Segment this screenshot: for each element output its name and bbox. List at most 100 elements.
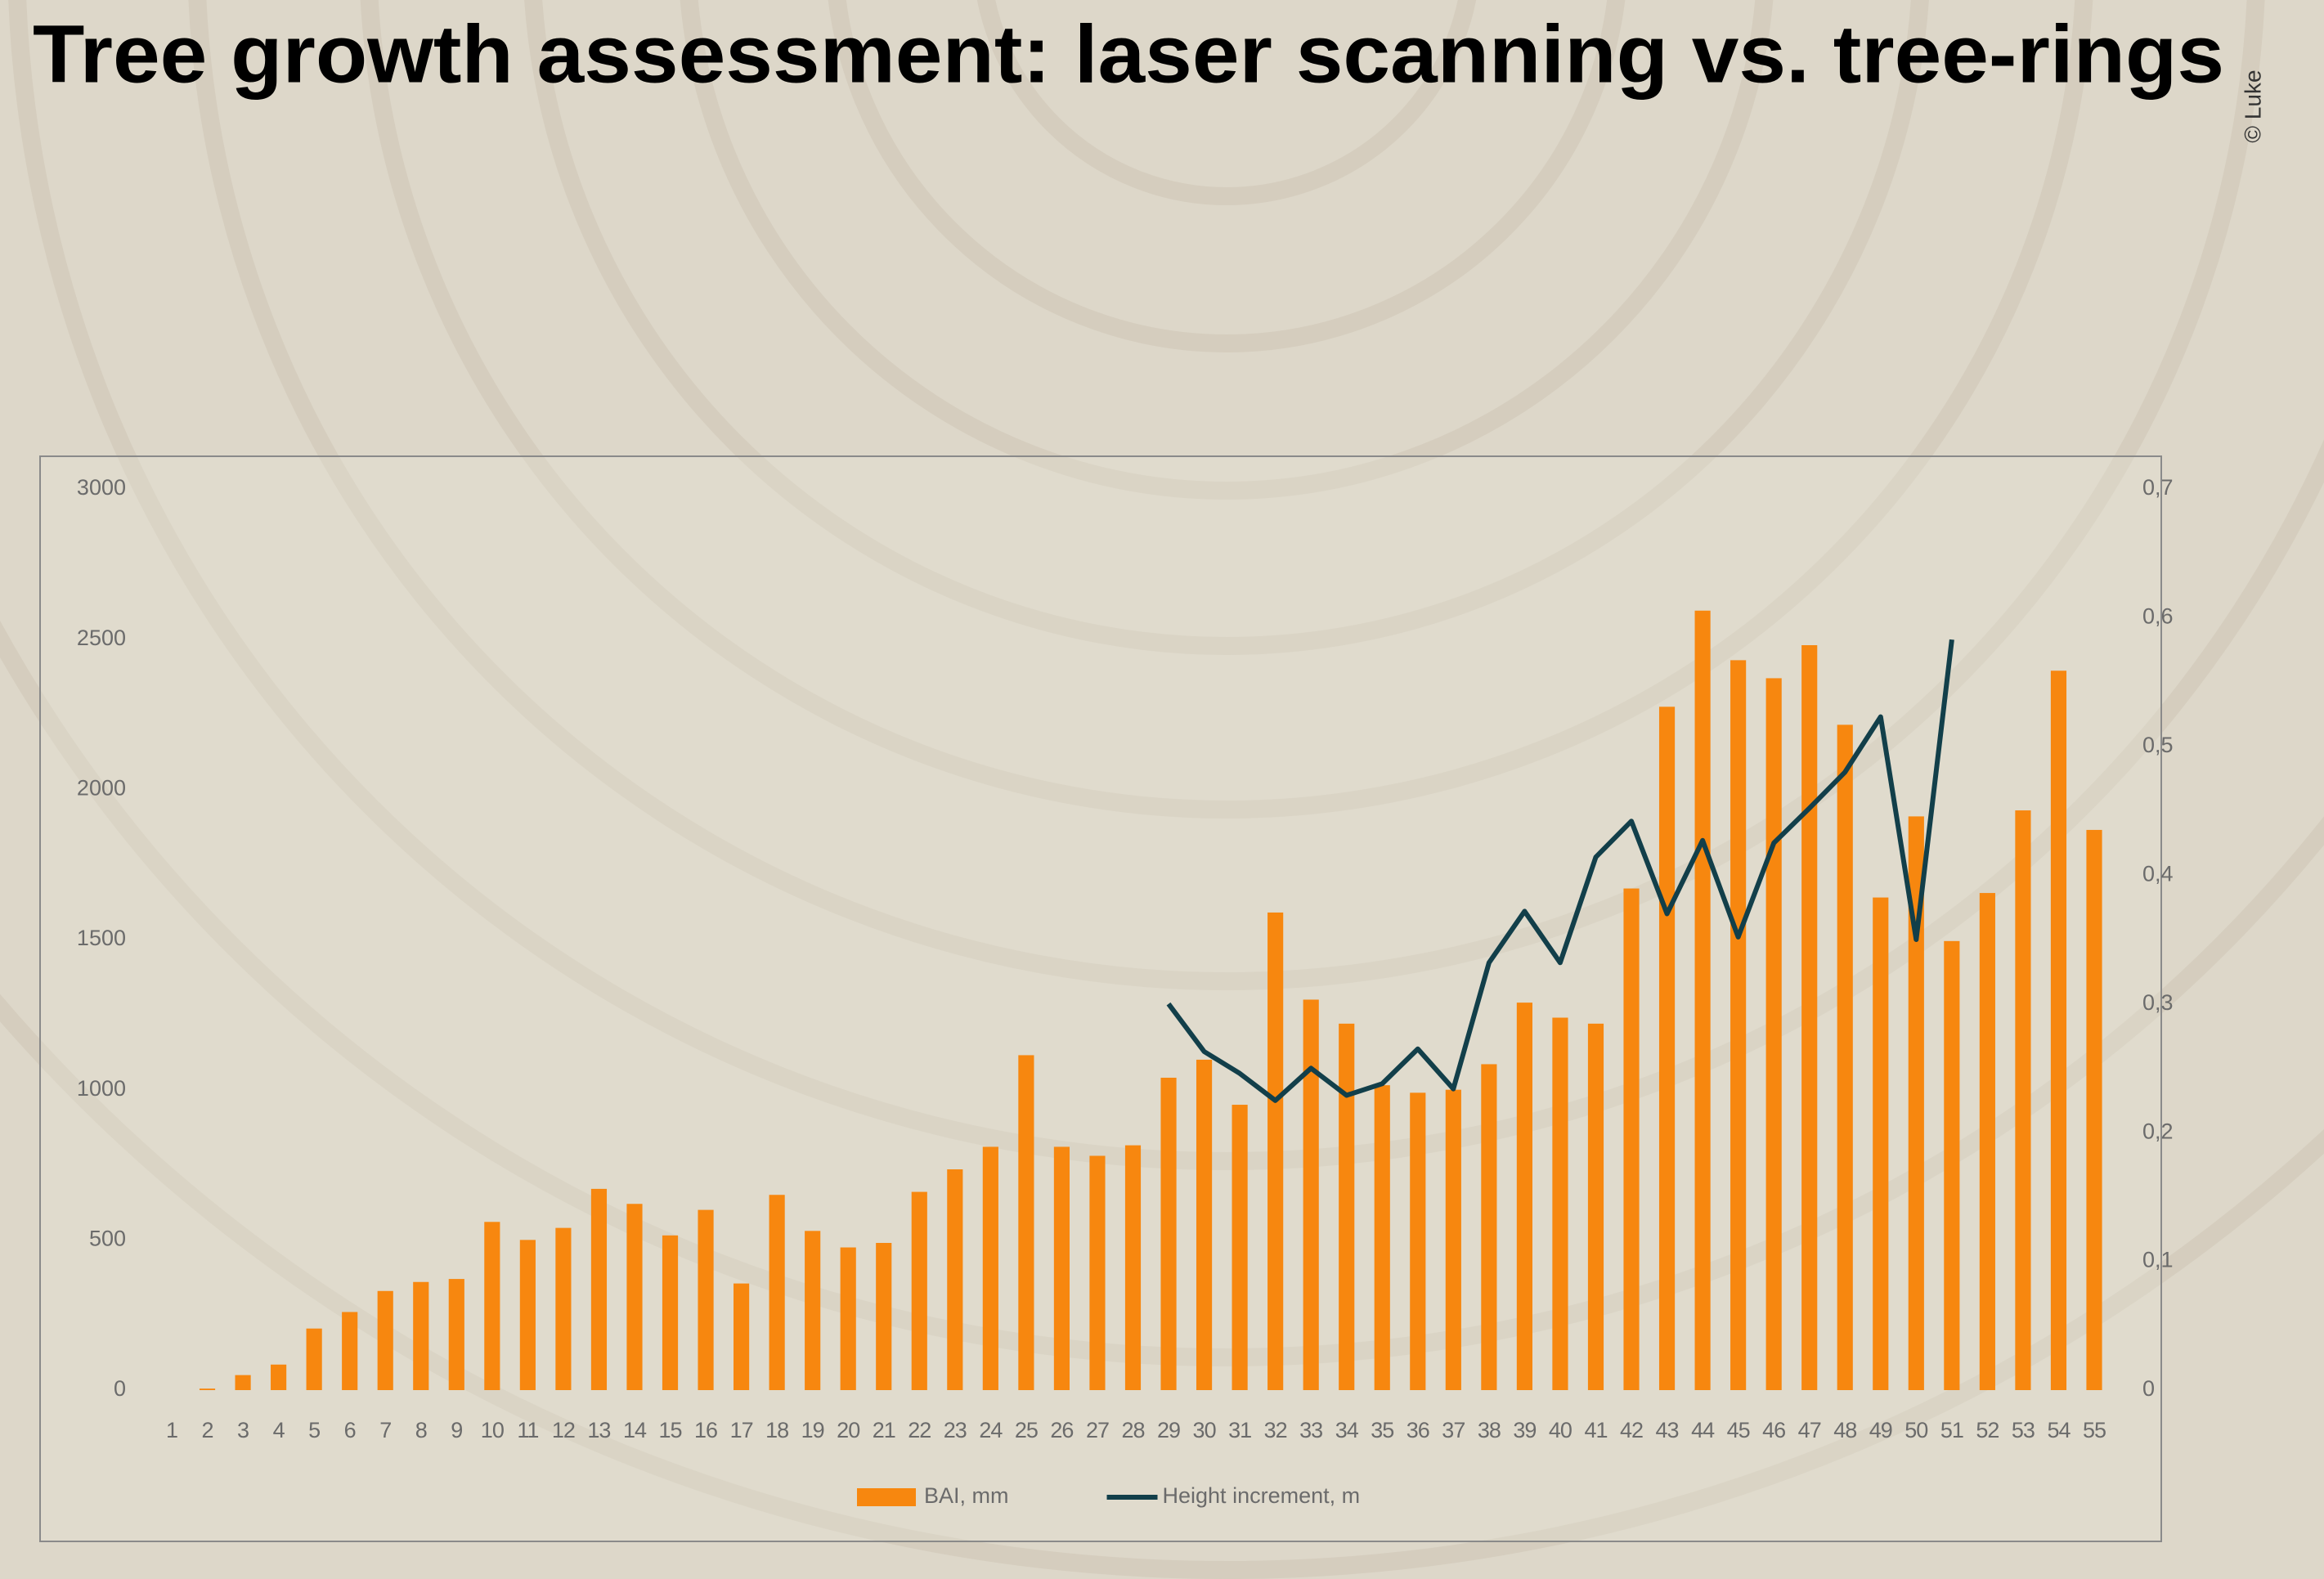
- x-tick-label: 31: [1228, 1418, 1251, 1442]
- x-tick-label: 35: [1371, 1418, 1393, 1442]
- y2-tick-label: 0,1: [2142, 1248, 2174, 1272]
- bar: [484, 1222, 500, 1390]
- bar: [1445, 1089, 1461, 1390]
- y2-tick-label: 0,5: [2142, 733, 2174, 757]
- legend-swatch: [857, 1488, 916, 1506]
- x-tick-label: 50: [1905, 1418, 1927, 1442]
- y-tick-label: 500: [89, 1226, 126, 1250]
- bar: [1623, 888, 1640, 1390]
- bar: [271, 1364, 287, 1390]
- bar: [377, 1290, 393, 1390]
- x-tick-label: 9: [451, 1418, 462, 1442]
- x-tick-label: 29: [1157, 1418, 1180, 1442]
- x-tick-label: 55: [2083, 1418, 2106, 1442]
- x-tick-label: 53: [2012, 1418, 2035, 1442]
- bar: [805, 1231, 821, 1390]
- ring: [680, 0, 1774, 500]
- x-tick-label: 16: [694, 1418, 717, 1442]
- y2-tick-label: 0,6: [2142, 604, 2174, 629]
- bar: [235, 1375, 251, 1390]
- bar: [1658, 707, 1676, 1390]
- bar: [840, 1247, 856, 1390]
- x-tick-label: 22: [908, 1418, 931, 1442]
- bar: [1124, 1145, 1142, 1390]
- bar: [199, 1388, 216, 1390]
- y2-tick-label: 0,7: [2142, 475, 2174, 500]
- bar: [1089, 1155, 1106, 1390]
- bar: [2086, 829, 2102, 1390]
- x-tick-label: 37: [1442, 1418, 1465, 1442]
- x-tick-label: 52: [1976, 1418, 1999, 1442]
- y-tick-label: 0: [114, 1376, 126, 1401]
- x-tick-label: 19: [801, 1418, 824, 1442]
- bar: [1873, 897, 1889, 1390]
- ring: [828, 0, 1626, 352]
- bar: [947, 1169, 963, 1390]
- x-tick-label: 5: [308, 1418, 320, 1442]
- bar: [448, 1279, 464, 1390]
- x-tick-label: 48: [1833, 1418, 1856, 1442]
- bar: [1944, 940, 1960, 1390]
- bar: [1837, 724, 1853, 1390]
- x-tick-label: 18: [765, 1418, 788, 1442]
- bar: [306, 1328, 322, 1390]
- ring: [188, 0, 2265, 990]
- x-tick-label: 17: [730, 1418, 753, 1442]
- x-tick-label: 14: [623, 1418, 647, 1442]
- bar: [982, 1146, 998, 1390]
- bar: [1979, 893, 1995, 1390]
- x-tick-label: 46: [1762, 1418, 1785, 1442]
- y-tick-label: 2500: [77, 626, 126, 650]
- x-tick-label: 13: [587, 1418, 610, 1442]
- y2-tick-label: 0: [2142, 1376, 2155, 1401]
- bar: [1018, 1055, 1034, 1390]
- x-tick-label: 3: [237, 1418, 249, 1442]
- y-tick-label: 1000: [77, 1076, 126, 1101]
- bar: [1303, 999, 1319, 1390]
- x-tick-label: 7: [379, 1418, 391, 1442]
- chart-title: Tree growth assessment: laser scanning v…: [33, 8, 2224, 100]
- legend-label: BAI, mm: [924, 1483, 1009, 1508]
- bar: [413, 1281, 429, 1390]
- y2-tick-label: 0,2: [2142, 1119, 2174, 1143]
- bar: [2015, 810, 2031, 1390]
- x-tick-label: 4: [273, 1418, 285, 1442]
- bar: [2050, 671, 2067, 1390]
- bar: [1587, 1023, 1604, 1390]
- x-tick-label: 41: [1584, 1418, 1607, 1442]
- x-tick-label: 11: [517, 1418, 538, 1442]
- x-tick-label: 26: [1050, 1418, 1073, 1442]
- bar: [734, 1283, 750, 1390]
- x-tick-label: 38: [1478, 1418, 1501, 1442]
- bar: [1481, 1064, 1497, 1390]
- bar: [769, 1195, 785, 1390]
- bar: [1694, 610, 1711, 1390]
- x-tick-label: 42: [1620, 1418, 1643, 1442]
- x-tick-label: 49: [1869, 1418, 1892, 1442]
- x-tick-label: 8: [415, 1418, 427, 1442]
- bar: [1053, 1146, 1070, 1390]
- x-tick-label: 40: [1549, 1418, 1572, 1442]
- bar: [626, 1204, 643, 1390]
- x-tick-label: 44: [1691, 1418, 1715, 1442]
- x-tick-label: 34: [1335, 1418, 1359, 1442]
- x-tick-label: 30: [1193, 1418, 1216, 1442]
- x-tick-label: 39: [1513, 1418, 1536, 1442]
- bar: [1196, 1059, 1213, 1390]
- x-tick-label: 27: [1086, 1418, 1109, 1442]
- x-tick-label: 33: [1299, 1418, 1322, 1442]
- x-tick-label: 24: [979, 1418, 1003, 1442]
- bar: [698, 1209, 714, 1390]
- legend-label: Height increment, m: [1163, 1483, 1361, 1508]
- y-tick-label: 2000: [77, 775, 126, 800]
- bar: [1232, 1105, 1248, 1390]
- ring: [8, 0, 2324, 1170]
- bar: [519, 1240, 536, 1390]
- ring: [976, 0, 1477, 205]
- x-tick-label: 45: [1727, 1418, 1750, 1442]
- x-tick-label: 15: [658, 1418, 681, 1442]
- y2-tick-label: 0,3: [2142, 990, 2174, 1015]
